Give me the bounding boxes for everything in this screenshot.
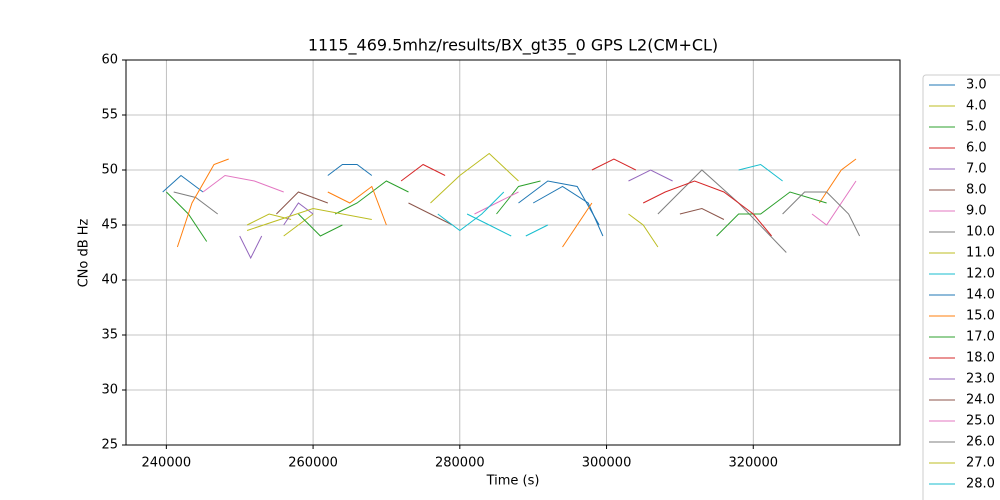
y-tick-label: 60: [101, 53, 118, 68]
series-line: [532, 185, 604, 237]
y-tick-label: 40: [101, 273, 118, 288]
series-line: [246, 152, 519, 226]
series-line: [246, 207, 372, 231]
y-tick-label: 55: [101, 108, 118, 123]
series-line: [679, 207, 725, 220]
legend-label: 14.0: [966, 288, 995, 303]
legend-label: 17.0: [966, 330, 995, 345]
legend-label: 4.0: [966, 99, 987, 114]
plot-frame: [125, 59, 901, 446]
y-tick-label: 30: [101, 383, 118, 398]
series-line: [466, 213, 512, 237]
legend-label: 26.0: [966, 435, 995, 450]
legend-label: 9.0: [966, 204, 987, 219]
legend-label: 25.0: [966, 414, 995, 429]
legend-label: 6.0: [966, 141, 987, 156]
y-tick-label: 25: [101, 438, 118, 453]
series-line: [276, 191, 453, 226]
x-tick-label: 260000: [288, 456, 338, 471]
legend-label: 5.0: [966, 120, 987, 135]
legend-label: 15.0: [966, 309, 995, 324]
legend: [922, 74, 1000, 500]
legend-label: 18.0: [966, 351, 995, 366]
y-tick-label: 50: [101, 163, 118, 178]
series-line: [298, 191, 827, 237]
legend-label: 12.0: [966, 267, 995, 282]
x-tick-label: 300000: [582, 456, 632, 471]
legend-label: 8.0: [966, 183, 987, 198]
legend-label: 11.0: [966, 246, 995, 261]
series-line: [811, 180, 857, 226]
x-tick-label: 240000: [142, 456, 192, 471]
legend-label: 28.0: [966, 477, 995, 492]
x-axis-label: Time (s): [486, 474, 540, 489]
series-line: [400, 158, 637, 182]
series-line: [239, 169, 673, 260]
series-line: [782, 191, 861, 237]
legend-label: 7.0: [966, 162, 987, 177]
x-tick-label: 280000: [435, 456, 485, 471]
legend-label: 3.0: [966, 78, 987, 93]
series-line: [437, 163, 783, 237]
y-tick-label: 45: [101, 218, 118, 233]
chart-title: 1115_469.5mhz/results/BX_gt35_0 GPS L2(C…: [308, 36, 718, 56]
legend-label: 10.0: [966, 225, 995, 240]
series-line: [176, 158, 857, 248]
series-line: [162, 164, 600, 226]
legend-label: 23.0: [966, 372, 995, 387]
y-tick-label: 35: [101, 328, 118, 343]
legend-label: 24.0: [966, 393, 995, 408]
series-line: [283, 213, 659, 248]
series-line: [642, 180, 772, 237]
y-axis-label: CNo dB Hz: [77, 218, 92, 287]
series-line: [202, 174, 519, 215]
x-tick-label: 320000: [728, 456, 778, 471]
legend-label: 27.0: [966, 456, 995, 471]
